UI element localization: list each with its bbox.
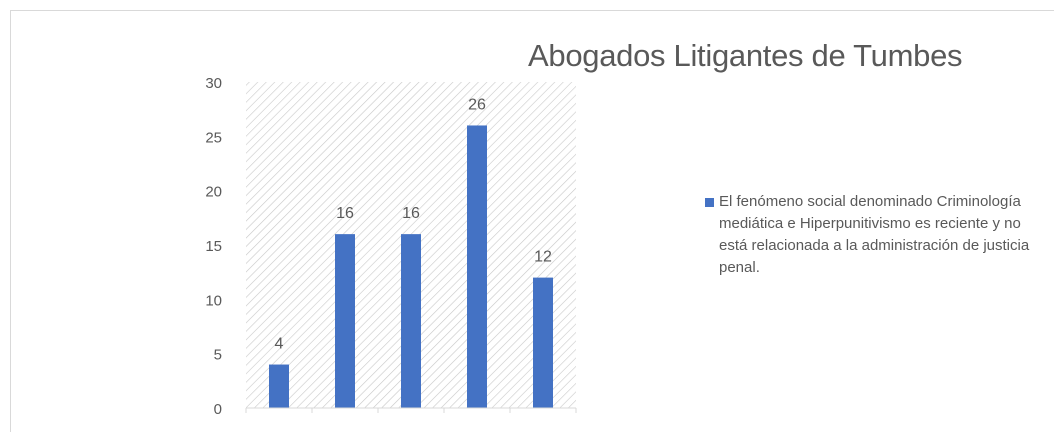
axes: 0 5 10 15 20 25 30	[205, 75, 577, 418]
y-tick-label: 20	[205, 184, 222, 201]
bar	[335, 234, 355, 408]
bar	[401, 234, 421, 408]
legend-label: El fenómeno social denominado Criminolog…	[719, 193, 1030, 276]
legend-swatch	[705, 198, 714, 207]
bar-data-label: 12	[534, 249, 552, 266]
chart-title: Abogados Litigantes de Tumbes	[528, 38, 963, 73]
bar	[269, 364, 289, 408]
bar	[467, 125, 487, 408]
bar-series: 4 16 16 26 12	[269, 96, 553, 408]
bar-data-label: 26	[468, 96, 486, 113]
bar	[533, 277, 553, 408]
bar-data-label: 16	[402, 205, 420, 222]
y-tick-label: 30	[205, 75, 222, 92]
y-tick-label: 0	[214, 401, 222, 418]
chart-frame	[10, 10, 1054, 432]
bar-data-label: 4	[275, 336, 284, 353]
y-tick-label: 15	[205, 238, 222, 255]
y-tick-label: 5	[214, 347, 222, 364]
y-tick-label: 25	[205, 129, 222, 146]
y-tick-label: 10	[205, 292, 222, 309]
bar-data-label: 16	[336, 205, 354, 222]
